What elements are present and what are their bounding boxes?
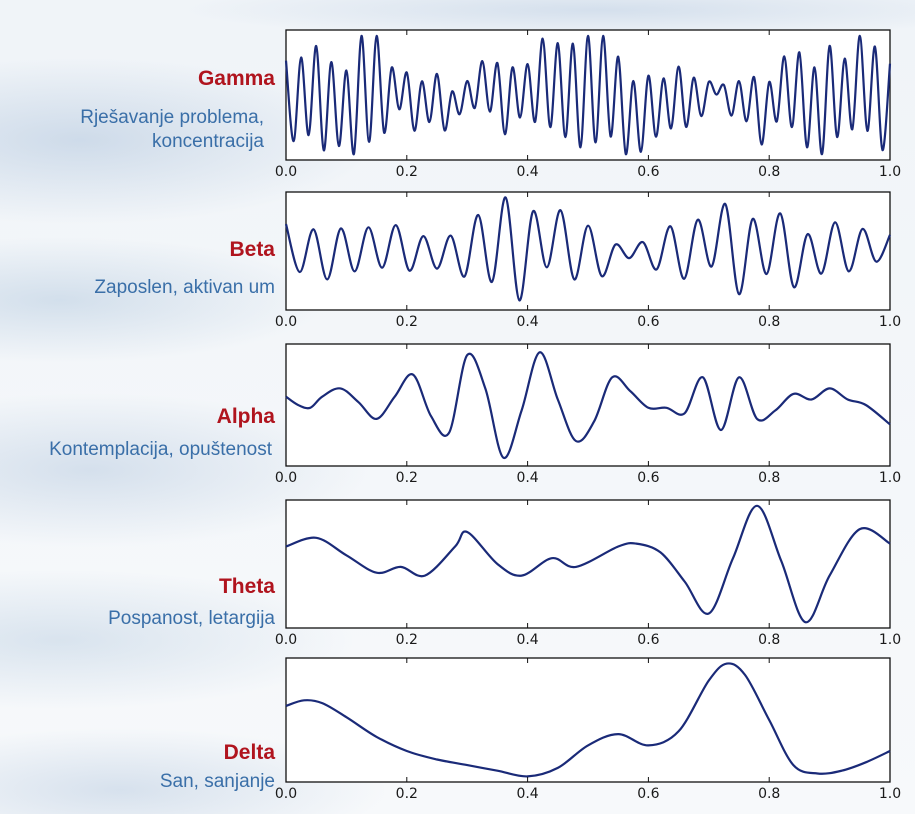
delta-x-tick-label: 0.2 xyxy=(396,786,418,802)
gamma-x-tick-label: 1.0 xyxy=(879,164,901,180)
delta-plot-frame xyxy=(285,657,891,783)
theta-x-tick-label: 1.0 xyxy=(879,632,901,648)
alpha-desc-block: Kontemplacija, opuštenost xyxy=(14,438,272,462)
beta-x-tick-label: 0.6 xyxy=(637,314,659,330)
delta-x-tick-label: 0.8 xyxy=(758,786,780,802)
alpha-x-tick-label: 0.8 xyxy=(758,470,780,486)
beta-x-tick-label: 1.0 xyxy=(879,314,901,330)
alpha-x-tick-label: 1.0 xyxy=(879,470,901,486)
gamma-title: Gamma xyxy=(197,67,275,90)
theta-label-block: Theta xyxy=(219,574,275,600)
gamma-x-tick-label: 0.0 xyxy=(275,164,297,180)
alpha-title: Alpha xyxy=(216,405,275,428)
theta-description: Pospanost, letargija xyxy=(108,608,275,629)
alpha-x-tick-label: 0.6 xyxy=(637,470,659,486)
gamma-label-block: Gamma xyxy=(198,66,275,92)
delta-x-tick-label: 0.6 xyxy=(637,786,659,802)
theta-series-line xyxy=(285,504,891,624)
beta-x-tick-label: 0.2 xyxy=(396,314,418,330)
delta-label-block: Delta xyxy=(224,740,275,766)
gamma-x-tick-label: 0.6 xyxy=(637,164,659,180)
delta-title: Delta xyxy=(223,741,275,764)
beta-title: Beta xyxy=(229,238,275,261)
alpha-series-line xyxy=(285,351,891,459)
gamma-series-line xyxy=(284,34,892,156)
theta-desc-block: Pospanost, letargija xyxy=(108,607,275,631)
alpha-chart: 0.0 0.2 0.4 0.6 0.8 1.0 xyxy=(275,343,901,486)
beta-series-line xyxy=(284,196,892,302)
beta-desc-block: Zaposlen, aktivan um xyxy=(94,276,275,300)
beta-label-block: Beta xyxy=(229,237,275,263)
theta-x-tick-label: 0.6 xyxy=(637,632,659,648)
theta-x-tick-label: 0.0 xyxy=(275,632,297,648)
delta-desc-block: San, sanjanje xyxy=(160,770,275,794)
theta-x-tick-label: 0.2 xyxy=(396,632,418,648)
theta-title: Theta xyxy=(218,575,275,598)
alpha-plot-frame xyxy=(285,343,891,467)
beta-x-tick-label: 0.4 xyxy=(516,314,538,330)
gamma-plot-frame xyxy=(285,29,891,161)
gamma-description: Rješavanje problema, koncentracija xyxy=(80,107,264,152)
gamma-desc-block: Rješavanje problema, koncentracija xyxy=(14,106,264,154)
delta-description: San, sanjanje xyxy=(159,771,275,792)
alpha-x-tick-label: 0.4 xyxy=(516,470,538,486)
beta-description: Zaposlen, aktivan um xyxy=(94,277,275,298)
delta-chart: 0.0 0.2 0.4 0.6 0.8 1.0 xyxy=(275,657,901,802)
gamma-x-tick-label: 0.4 xyxy=(516,164,538,180)
theta-x-tick-label: 0.4 xyxy=(516,632,538,648)
alpha-x-tick-label: 0.2 xyxy=(396,470,418,486)
theta-x-tick-label: 0.8 xyxy=(758,632,780,648)
alpha-x-tick-label: 0.0 xyxy=(275,470,297,486)
gamma-x-tick-label: 0.2 xyxy=(396,164,418,180)
alpha-label-block: Alpha xyxy=(217,404,275,430)
gamma-chart: 0.0 0.2 0.4 0.6 0.8 1.0 xyxy=(275,29,901,180)
theta-chart: 0.0 0.2 0.4 0.6 0.8 1.0 xyxy=(275,499,901,648)
gamma-x-tick-label: 0.8 xyxy=(758,164,780,180)
beta-plot-frame xyxy=(285,191,891,311)
alpha-description: Kontemplacija, opuštenost xyxy=(49,439,272,460)
delta-series-line xyxy=(285,662,891,778)
delta-x-tick-label: 0.0 xyxy=(275,786,297,802)
beta-chart: 0.0 0.2 0.4 0.6 0.8 1.0 xyxy=(275,191,901,330)
beta-x-tick-label: 0.8 xyxy=(758,314,780,330)
delta-x-tick-label: 0.4 xyxy=(516,786,538,802)
theta-plot-frame xyxy=(285,499,891,629)
beta-x-tick-label: 0.0 xyxy=(275,314,297,330)
delta-x-tick-label: 1.0 xyxy=(879,786,901,802)
